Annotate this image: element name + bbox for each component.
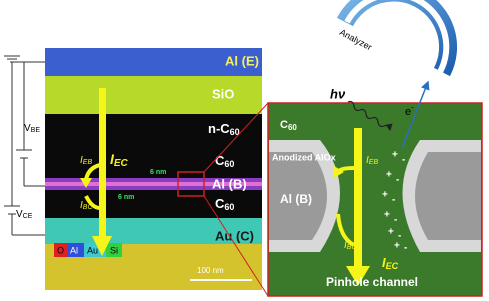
electron-path bbox=[401, 80, 430, 149]
charge: - bbox=[396, 175, 399, 186]
i-bc-label: IBC bbox=[80, 200, 93, 211]
au-c-label: Au (C) bbox=[215, 228, 254, 243]
zoom-line bbox=[203, 102, 269, 173]
circuit bbox=[4, 55, 45, 236]
charge: + bbox=[386, 170, 392, 181]
charge: - bbox=[402, 155, 405, 166]
vce-label: VCE bbox=[16, 209, 33, 220]
photon-wave bbox=[347, 100, 393, 132]
al-b-label: Al (B) bbox=[212, 176, 247, 191]
c60-label: C60 bbox=[280, 119, 297, 132]
charge: + bbox=[382, 190, 388, 201]
electron-label: e- bbox=[405, 103, 414, 118]
photon-label: hν bbox=[330, 86, 346, 101]
vbe-label: VBE bbox=[24, 123, 40, 134]
al-e-label: Al (E) bbox=[225, 53, 259, 68]
i-eb-label: IEB bbox=[80, 155, 92, 166]
sio-label: SiO bbox=[212, 86, 234, 101]
c60-bottom-label: C60 bbox=[215, 196, 234, 212]
element-legend: O Al Au Si bbox=[54, 243, 122, 257]
charge: + bbox=[392, 150, 398, 161]
legend-item: Au bbox=[87, 245, 98, 255]
analyzer-slot bbox=[344, 0, 450, 74]
legend-item: O bbox=[57, 245, 64, 255]
i-eb-right: IEB bbox=[366, 155, 378, 166]
caption: Pinhole channel bbox=[326, 275, 418, 289]
charge: - bbox=[404, 243, 407, 254]
charges: + -+ -+ -+ -+ -+ - bbox=[382, 150, 407, 254]
i-ec-right: IEC bbox=[382, 255, 399, 271]
al-left bbox=[269, 152, 327, 240]
charge: + bbox=[384, 210, 390, 221]
zoom-line bbox=[203, 195, 269, 297]
legend-item: Al bbox=[70, 245, 78, 255]
alox-label: Anodized AlOx bbox=[272, 152, 336, 162]
n-c60-label: n-C60 bbox=[208, 121, 240, 137]
analyzer-label: Analyzer bbox=[338, 27, 374, 52]
detail-arrows bbox=[334, 128, 370, 286]
legend-item: Si bbox=[110, 245, 118, 255]
charge: - bbox=[394, 215, 397, 226]
al-b-right-label: Al (B) bbox=[280, 192, 312, 206]
charge: + bbox=[388, 227, 394, 238]
c60-top-label: C60 bbox=[215, 153, 234, 169]
thickness-top: 6 nm bbox=[150, 169, 166, 176]
charge: + bbox=[394, 241, 400, 252]
charge: - bbox=[398, 231, 401, 242]
thickness-bottom: 6 nm bbox=[118, 194, 134, 201]
al-right bbox=[415, 152, 481, 240]
i-ec-label: IEC bbox=[110, 151, 129, 169]
i-bc-right: IBC bbox=[344, 240, 357, 251]
current-arrows bbox=[80, 88, 112, 256]
scale-label: 100 nm bbox=[197, 266, 224, 275]
charge: - bbox=[392, 195, 395, 206]
zoom-box bbox=[177, 171, 205, 197]
